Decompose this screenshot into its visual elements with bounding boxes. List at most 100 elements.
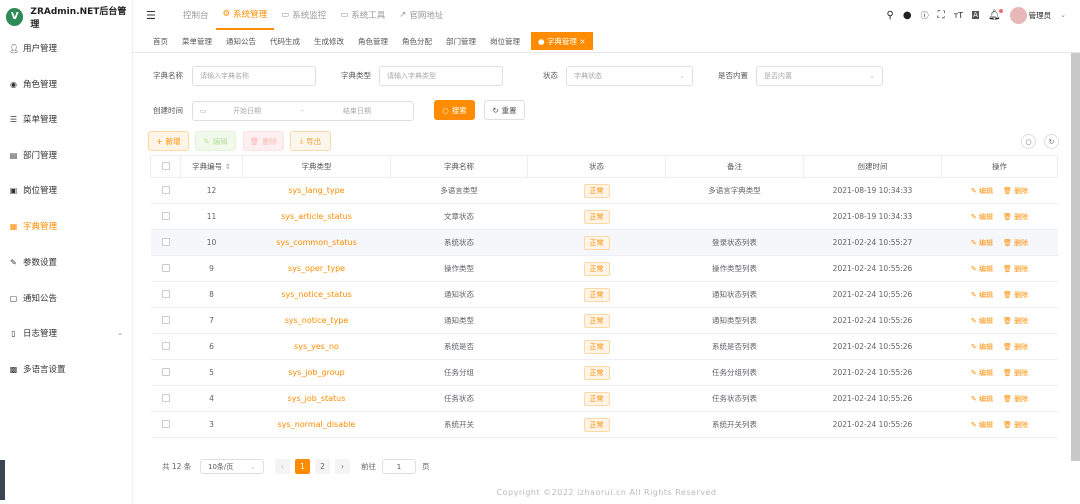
table-row[interactable]: 7 sys_notice_type 通知类型 正常 通知类型列表 2021-02… — [150, 307, 1058, 334]
table-row[interactable]: 5 sys_job_group 任务分组 正常 任务分组列表 2021-02-2… — [150, 359, 1058, 386]
dict-type-link[interactable]: sys_article_status — [281, 212, 352, 221]
goto-page-input[interactable]: 1 — [382, 459, 416, 474]
row-checkbox[interactable] — [150, 333, 181, 360]
page-2-button[interactable]: 2 — [315, 459, 330, 474]
floating-handle[interactable] — [0, 460, 5, 500]
nav-item-2[interactable]: ▭ 系统监控 — [274, 0, 333, 30]
row-delete-button[interactable]: 🗑︎ 删除 — [1003, 265, 1028, 273]
table-row[interactable]: 4 sys_job_status 任务状态 正常 任务状态列表 2021-02-… — [150, 385, 1058, 412]
end-date[interactable]: 结束日期 — [343, 107, 371, 115]
tab-2[interactable]: 通知公告 — [219, 32, 263, 50]
row-delete-button[interactable]: 🗑︎ 删除 — [1003, 187, 1028, 195]
dict-type-link[interactable]: sys_common_status — [276, 238, 357, 247]
dict-type-link[interactable]: sys_yes_no — [294, 342, 339, 351]
logo[interactable]: V ZRAdmin.NET后台管理 — [0, 0, 132, 33]
nav-item-3[interactable]: ▭ 系统工具 — [333, 0, 392, 30]
select-all-checkbox[interactable] — [150, 155, 181, 178]
search-button[interactable]: ○ 搜索 — [434, 100, 475, 120]
page-1-button[interactable]: 1 — [295, 459, 310, 474]
search-icon[interactable]: ⚲ — [886, 9, 894, 21]
builtin-select[interactable]: 是否内置 ⌄ — [756, 66, 883, 86]
row-edit-button[interactable]: ✎ 编辑 — [971, 291, 993, 299]
status-select[interactable]: 字典状态 ⌄ — [566, 66, 693, 86]
row-edit-button[interactable]: ✎ 编辑 — [971, 265, 993, 273]
table-row[interactable]: 8 sys_notice_status 通知状态 正常 通知状态列表 2021-… — [150, 281, 1058, 308]
add-button[interactable]: + 新增 — [148, 131, 189, 151]
table-row[interactable]: 6 sys_yes_no 系统是否 正常 系统是否列表 2021-02-24 1… — [150, 333, 1058, 360]
row-delete-button[interactable]: 🗑︎ 删除 — [1003, 213, 1028, 221]
table-row[interactable]: 9 sys_oper_type 操作类型 正常 操作类型列表 2021-02-2… — [150, 255, 1058, 282]
row-edit-button[interactable]: ✎ 编辑 — [971, 421, 993, 429]
dict-type-link[interactable]: sys_notice_type — [284, 316, 349, 325]
tab-9[interactable]: ● 字典管理 × — [531, 32, 593, 50]
start-date[interactable]: 开始日期 — [233, 107, 261, 115]
tab-7[interactable]: 部门管理 — [439, 32, 483, 50]
sidebar-item-6[interactable]: ✎ 参数设置 — [0, 247, 133, 277]
toggle-search-icon[interactable]: ○ — [1021, 134, 1036, 149]
page-size-select[interactable]: 10条/页 ⌄ — [200, 459, 264, 474]
edit-button[interactable]: ✎ 编辑 — [195, 131, 236, 151]
row-checkbox[interactable] — [150, 411, 181, 438]
sidebar-item-2[interactable]: ☰ 菜单管理 — [0, 104, 133, 134]
nav-item-4[interactable]: ↗ 官网地址 — [392, 0, 450, 30]
tab-8[interactable]: 岗位管理 — [483, 32, 527, 50]
row-edit-button[interactable]: ✎ 编辑 — [971, 369, 993, 377]
sidebar-item-9[interactable]: ▩ 多语言设置 — [0, 354, 133, 384]
row-checkbox[interactable] — [150, 281, 181, 308]
sidebar-item-4[interactable]: ▣ 岗位管理 — [0, 175, 133, 205]
tab-4[interactable]: 生成修改 — [307, 32, 351, 50]
dict-type-link[interactable]: sys_normal_disable — [277, 420, 356, 429]
dict-type-link[interactable]: sys_lang_type — [288, 186, 345, 195]
tab-0[interactable]: 首页 — [146, 32, 175, 50]
dict-type-input[interactable]: 请输入字典类型 — [379, 66, 503, 86]
row-checkbox[interactable] — [150, 177, 181, 204]
table-row[interactable]: 10 sys_common_status 系统状态 正常 登录状态列表 2021… — [150, 229, 1058, 256]
row-checkbox[interactable] — [150, 255, 181, 282]
sidebar-item-3[interactable]: ▤ 部门管理 — [0, 140, 133, 170]
tab-5[interactable]: 角色管理 — [351, 32, 395, 50]
row-delete-button[interactable]: 🗑︎ 删除 — [1003, 421, 1028, 429]
sidebar-item-0[interactable]: 👤︎ 用户管理 — [0, 33, 133, 63]
sort-icon[interactable]: ⇕ — [224, 162, 231, 171]
scrollbar[interactable] — [1071, 53, 1080, 461]
row-checkbox[interactable] — [150, 229, 181, 256]
delete-button[interactable]: 🗑︎ 删除 — [243, 131, 284, 151]
row-checkbox[interactable] — [150, 307, 181, 334]
row-delete-button[interactable]: 🗑︎ 删除 — [1003, 317, 1028, 325]
row-checkbox[interactable] — [150, 359, 181, 386]
sidebar-item-5[interactable]: ▦ 字典管理 — [0, 211, 133, 241]
dict-type-link[interactable]: sys_job_status — [287, 394, 346, 403]
table-row[interactable]: 11 sys_article_status 文章状态 正常 2021-08-19… — [150, 203, 1058, 230]
row-edit-button[interactable]: ✎ 编辑 — [971, 395, 993, 403]
avatar[interactable] — [1009, 6, 1027, 24]
table-row[interactable]: 3 sys_normal_disable 系统开关 正常 系统开关列表 2021… — [150, 411, 1058, 438]
row-checkbox[interactable] — [150, 385, 181, 412]
export-button[interactable]: ⤓ 导出 — [290, 131, 331, 151]
row-checkbox[interactable] — [150, 203, 181, 230]
hamburger-icon[interactable]: ☰ — [146, 8, 156, 22]
dict-name-input[interactable]: 请输入字典名称 — [192, 66, 316, 86]
table-row[interactable]: 12 sys_lang_type 多语言类型 正常 多语言字典类型 2021-0… — [150, 177, 1058, 204]
nav-item-0[interactable]: 控制台 — [176, 0, 216, 30]
tab-1[interactable]: 菜单管理 — [175, 32, 219, 50]
sidebar-item-8[interactable]: ▯ 日志管理 ⌄ — [0, 318, 133, 348]
row-edit-button[interactable]: ✎ 编辑 — [971, 239, 993, 247]
row-delete-button[interactable]: 🗑︎ 删除 — [1003, 395, 1028, 403]
close-icon[interactable]: × — [576, 36, 586, 46]
bell-icon[interactable]: 🔔︎ — [987, 8, 1003, 21]
dict-type-link[interactable]: sys_oper_type — [287, 264, 346, 273]
date-range-input[interactable]: ▭ 开始日期 - 结束日期 — [192, 101, 414, 121]
next-page-button[interactable]: › — [335, 459, 350, 474]
row-delete-button[interactable]: 🗑︎ 删除 — [1003, 291, 1028, 299]
row-edit-button[interactable]: ✎ 编辑 — [971, 187, 993, 195]
help-icon[interactable]: ⓘ — [920, 10, 929, 20]
github-icon[interactable]: ● — [902, 9, 912, 21]
nav-item-1[interactable]: ⚙ 系统管理 — [215, 0, 275, 30]
username[interactable]: 管理员 — [1028, 10, 1052, 20]
chevron-down-icon[interactable]: ⌄ — [1060, 11, 1066, 19]
tab-6[interactable]: 角色分配 — [395, 32, 439, 50]
column-header[interactable]: 字典编号 ⇕ — [180, 155, 243, 178]
row-delete-button[interactable]: 🗑︎ 删除 — [1003, 239, 1028, 247]
row-delete-button[interactable]: 🗑︎ 删除 — [1003, 369, 1028, 377]
sidebar-item-7[interactable]: ▢ 通知公告 — [0, 283, 133, 313]
